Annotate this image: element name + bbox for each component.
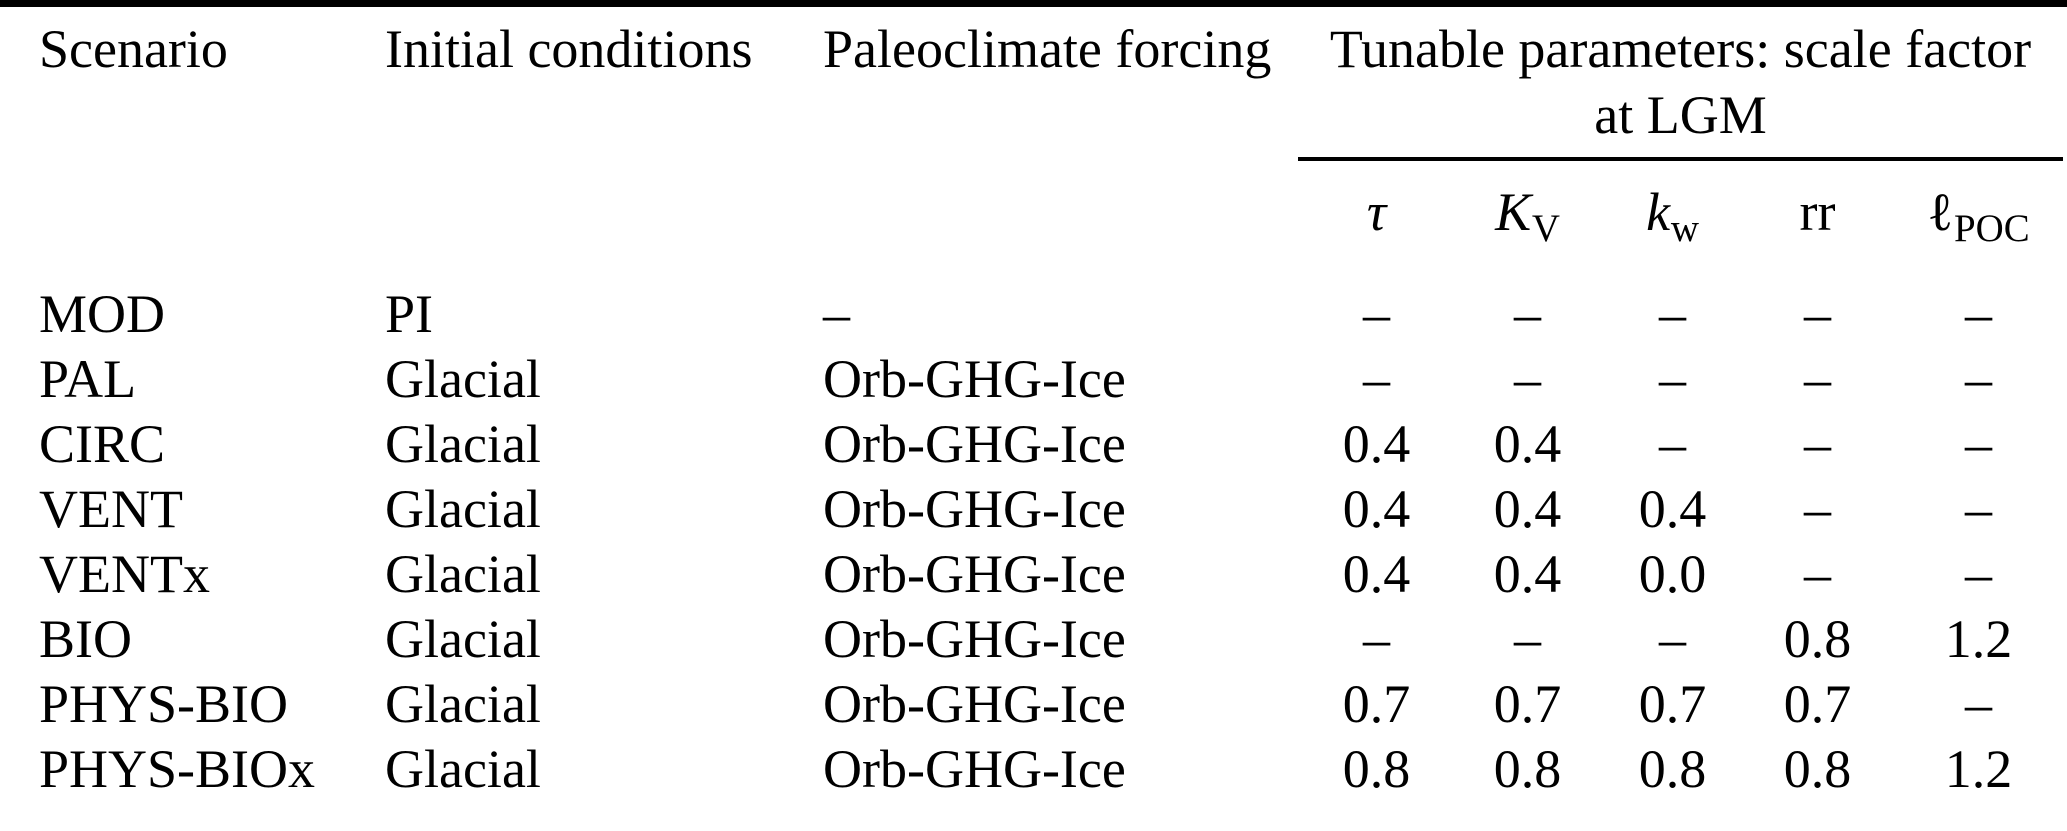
cell-lpoc: – <box>1965 283 1992 344</box>
cell-scenario: PHYS-BIOx <box>39 738 316 799</box>
cell-initial-conditions: Glacial <box>385 673 541 734</box>
parameter-symbol: ℓ <box>1927 182 1954 242</box>
cell-initial-conditions: Glacial <box>385 543 541 604</box>
cell-paleoclimate-forcing: Orb-GHG-Ice <box>823 413 1126 474</box>
cell-tau: 0.4 <box>1342 413 1411 474</box>
tunable-parameters-header-line1: Tunable parameters: scale factor <box>1329 19 2032 79</box>
cell-tau: – <box>1363 348 1390 409</box>
table-row: PHYS-BIO Glacial Orb-GHG-Ice 0.7 0.7 0.7… <box>0 671 2067 736</box>
column-header-initial-conditions: Initial conditions <box>385 19 753 79</box>
cell-scenario: PAL <box>39 348 137 409</box>
parameter-subscript: POC <box>1954 206 2030 250</box>
cell-initial-conditions: Glacial <box>385 738 541 799</box>
cell-tau: 0.8 <box>1342 738 1411 799</box>
cell-initial-conditions: Glacial <box>385 413 541 474</box>
cell-kv: 0.4 <box>1493 543 1562 604</box>
cell-scenario: PHYS-BIO <box>39 673 289 734</box>
table-row: VENT Glacial Orb-GHG-Ice 0.4 0.4 0.4 – – <box>0 476 2067 541</box>
column-header-kw: kw <box>1600 182 1745 248</box>
cell-kv: 0.4 <box>1493 413 1562 474</box>
cell-kw: – <box>1659 608 1686 669</box>
cell-kv: – <box>1514 283 1541 344</box>
cell-kw: – <box>1659 413 1686 474</box>
table-row: VENTx Glacial Orb-GHG-Ice 0.4 0.4 0.0 – … <box>0 541 2067 606</box>
parameter-symbol: K <box>1495 182 1532 242</box>
cell-paleoclimate-forcing: Orb-GHG-Ice <box>823 478 1126 539</box>
table-row: MOD PI – – – – – – <box>0 281 2067 346</box>
parameter-symbol: rr <box>1799 182 1836 242</box>
cell-lpoc: – <box>1965 478 1992 539</box>
cell-rr: 0.7 <box>1783 673 1852 734</box>
cell-kv: 0.4 <box>1493 478 1562 539</box>
column-header-paleoclimate-forcing: Paleoclimate forcing <box>823 19 1272 79</box>
column-group-header-tunable-parameters: Tunable parameters: scale factor at LGM <box>1298 16 2063 148</box>
cell-scenario: VENTx <box>39 543 210 604</box>
cell-lpoc: – <box>1965 348 1992 409</box>
cell-paleoclimate-forcing: – <box>823 283 850 344</box>
cell-rr: – <box>1804 543 1831 604</box>
cell-kv: – <box>1514 348 1541 409</box>
cell-initial-conditions: Glacial <box>385 608 541 669</box>
cell-rr: – <box>1804 413 1831 474</box>
cell-kw: – <box>1659 283 1686 344</box>
table-row: PHYS-BIOx Glacial Orb-GHG-Ice 0.8 0.8 0.… <box>0 736 2067 801</box>
cell-paleoclimate-forcing: Orb-GHG-Ice <box>823 348 1126 409</box>
cell-tau: 0.4 <box>1342 478 1411 539</box>
cell-rr: 0.8 <box>1783 608 1852 669</box>
cell-lpoc: – <box>1965 413 1992 474</box>
cell-paleoclimate-forcing: Orb-GHG-Ice <box>823 673 1126 734</box>
cell-lpoc: 1.2 <box>1944 608 2013 669</box>
cell-rr: – <box>1804 283 1831 344</box>
cell-kw: 0.0 <box>1638 543 1707 604</box>
cell-initial-conditions: Glacial <box>385 348 541 409</box>
cell-tau: 0.7 <box>1342 673 1411 734</box>
cell-kv: – <box>1514 608 1541 669</box>
tunable-parameters-header-line2: at LGM <box>1594 85 1767 145</box>
table-body: MOD PI – – – – – – PAL Glacial Orb-GHG-I… <box>0 267 2067 801</box>
cell-kv: 0.7 <box>1493 673 1562 734</box>
parameter-subscript: V <box>1531 206 1560 250</box>
cell-paleoclimate-forcing: Orb-GHG-Ice <box>823 738 1126 799</box>
cell-lpoc: – <box>1965 543 1992 604</box>
cell-rr: – <box>1804 348 1831 409</box>
tunable-parameters-group-rule <box>1298 157 2063 161</box>
table-row: BIO Glacial Orb-GHG-Ice – – – 0.8 1.2 <box>0 606 2067 671</box>
cell-scenario: BIO <box>39 608 132 669</box>
parameter-subheader-row: τ KV kw rr ℓPOC <box>1298 182 2067 248</box>
cell-scenario: VENT <box>39 478 183 539</box>
column-header-rr: rr <box>1745 185 1890 239</box>
table-row: CIRC Glacial Orb-GHG-Ice 0.4 0.4 – – – <box>0 411 2067 476</box>
parameter-subscript: w <box>1670 206 1699 250</box>
cell-initial-conditions: PI <box>385 283 434 344</box>
cell-kw: 0.4 <box>1638 478 1707 539</box>
table-bottom-rule <box>0 0 2067 7</box>
cell-lpoc: – <box>1965 673 1992 734</box>
column-header-tau: τ <box>1298 185 1455 239</box>
cell-tau: 0.4 <box>1342 543 1411 604</box>
cell-scenario: MOD <box>39 283 166 344</box>
cell-kw: – <box>1659 348 1686 409</box>
cell-tau: – <box>1363 283 1390 344</box>
cell-kw: 0.8 <box>1638 738 1707 799</box>
cell-rr: 0.8 <box>1783 738 1852 799</box>
cell-rr: – <box>1804 478 1831 539</box>
cell-initial-conditions: Glacial <box>385 478 541 539</box>
table-row: PAL Glacial Orb-GHG-Ice – – – – – <box>0 346 2067 411</box>
parameter-symbol: k <box>1646 182 1671 242</box>
cell-kv: 0.8 <box>1493 738 1562 799</box>
column-header-scenario: Scenario <box>39 19 228 79</box>
cell-kw: 0.7 <box>1638 673 1707 734</box>
cell-lpoc: 1.2 <box>1944 738 2013 799</box>
cell-paleoclimate-forcing: Orb-GHG-Ice <box>823 608 1126 669</box>
parameter-symbol: τ <box>1366 182 1387 242</box>
column-header-lpoc: ℓPOC <box>1890 182 2067 248</box>
column-header-kv: KV <box>1455 182 1600 248</box>
cell-tau: – <box>1363 608 1390 669</box>
cell-paleoclimate-forcing: Orb-GHG-Ice <box>823 543 1126 604</box>
cell-scenario: CIRC <box>39 413 166 474</box>
